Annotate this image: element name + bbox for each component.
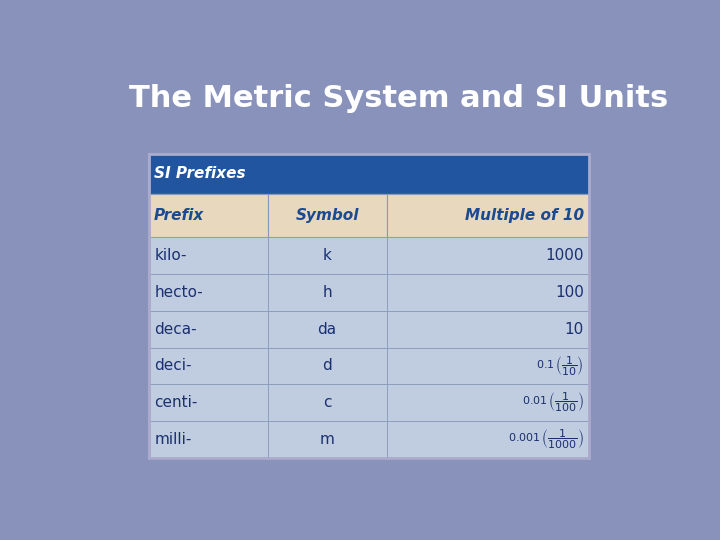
Bar — [387, 311, 590, 348]
Text: 1000: 1000 — [545, 248, 584, 263]
Text: k: k — [323, 248, 331, 263]
Bar — [148, 421, 268, 458]
Bar — [148, 238, 268, 274]
Text: $0.001\,\left(\dfrac{1}{1000}\right)$: $0.001\,\left(\dfrac{1}{1000}\right)$ — [508, 428, 584, 451]
Text: c: c — [323, 395, 331, 410]
Bar — [387, 194, 590, 238]
Text: SI Prefixes: SI Prefixes — [154, 166, 246, 181]
Text: Prefix: Prefix — [154, 208, 204, 223]
Bar — [268, 348, 387, 384]
Text: Multiple of 10: Multiple of 10 — [464, 208, 584, 223]
Text: h: h — [323, 285, 332, 300]
Text: deca-: deca- — [154, 322, 197, 336]
Bar — [268, 238, 387, 274]
Bar — [268, 274, 387, 311]
Bar — [387, 238, 590, 274]
Bar — [148, 154, 590, 194]
Bar — [148, 194, 268, 238]
Text: milli-: milli- — [154, 432, 192, 447]
Bar — [268, 384, 387, 421]
Text: d: d — [323, 359, 332, 373]
Text: da: da — [318, 322, 337, 336]
Bar — [148, 154, 590, 458]
Bar — [387, 348, 590, 384]
Text: Symbol: Symbol — [295, 208, 359, 223]
Text: centi-: centi- — [154, 395, 197, 410]
Text: $0.01\,\left(\dfrac{1}{100}\right)$: $0.01\,\left(\dfrac{1}{100}\right)$ — [522, 391, 584, 414]
Bar — [268, 311, 387, 348]
Text: kilo-: kilo- — [154, 248, 186, 263]
Bar — [148, 384, 268, 421]
Bar — [268, 194, 387, 238]
Bar — [268, 421, 387, 458]
Bar — [148, 311, 268, 348]
Text: deci-: deci- — [154, 359, 192, 373]
Text: The Metric System and SI Units: The Metric System and SI Units — [129, 84, 668, 112]
Text: $0.1\,\left(\dfrac{1}{10}\right)$: $0.1\,\left(\dfrac{1}{10}\right)$ — [536, 354, 584, 377]
Bar — [387, 421, 590, 458]
Text: m: m — [320, 432, 335, 447]
Bar — [148, 274, 268, 311]
Text: 10: 10 — [564, 322, 584, 336]
Bar — [148, 154, 590, 458]
Bar — [387, 384, 590, 421]
Bar — [387, 274, 590, 311]
Text: hecto-: hecto- — [154, 285, 203, 300]
Text: 100: 100 — [555, 285, 584, 300]
Bar — [148, 348, 268, 384]
